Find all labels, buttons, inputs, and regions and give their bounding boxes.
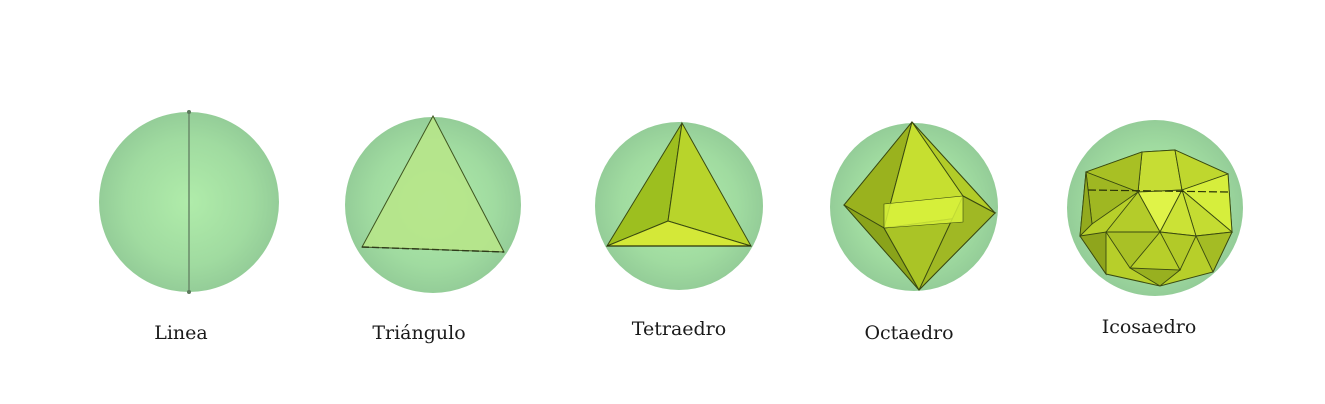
figure-label-octaedro: Octaedro [864, 322, 954, 344]
icosa-face-lower-center-right [1159, 231, 1197, 272]
icosa-face-top [1137, 149, 1183, 193]
line-endpoint-bottom [187, 290, 191, 294]
octa-face-lower-right [918, 195, 996, 291]
icosa-face-far-left [1079, 171, 1093, 238]
icosa-face-lower-right [1195, 231, 1233, 274]
icosa-hidden-edge [1087, 189, 1229, 193]
triangle-base-edge [361, 246, 505, 253]
figure-label-tetraedro: Tetraedro [631, 318, 727, 340]
icosa-face-bottom [1129, 267, 1182, 287]
figure-label-icosaedro: Icosaedro [1101, 316, 1197, 338]
icosa-face-lower-center-left [1105, 231, 1161, 269]
figure-label-triangulo: Triángulo [372, 322, 466, 344]
octa-equator-highlight [883, 195, 964, 229]
line-endpoint-top [187, 110, 191, 114]
icosa-face-lower-left [1079, 231, 1107, 276]
figure-label-linea: Linea [154, 322, 208, 344]
